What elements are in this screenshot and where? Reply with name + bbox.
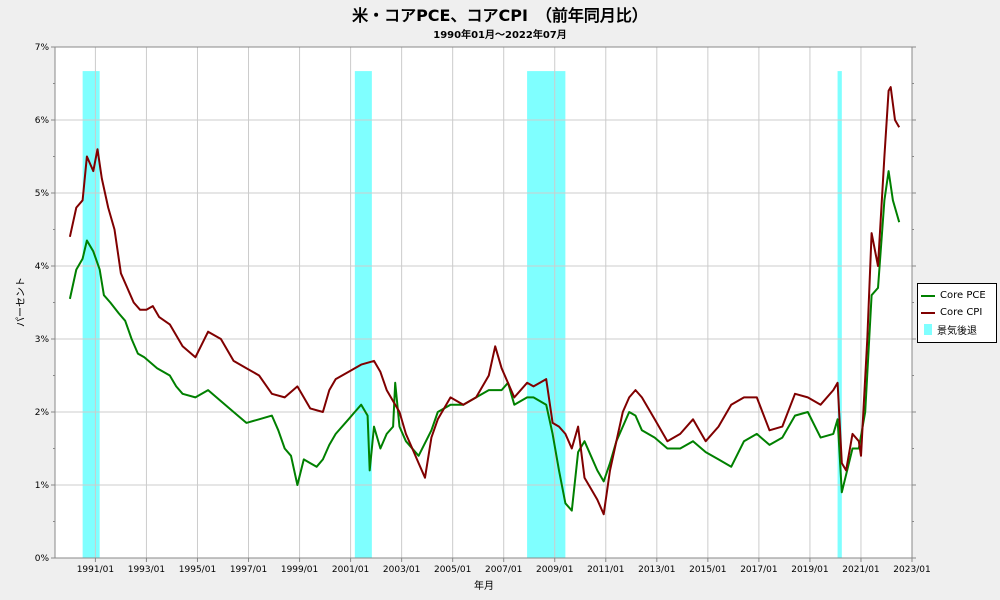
legend-item-core-cpi: Core CPI <box>921 304 993 321</box>
x-tick-label: 2001/01 <box>332 565 369 575</box>
legend-swatch-core-cpi <box>921 311 935 314</box>
chart-title: 米・コアPCE、コアCPI （前年同月比） <box>352 6 648 25</box>
y-tick-label: 7% <box>35 43 50 53</box>
legend-swatch-core-pce <box>921 294 935 297</box>
recession-band-2 <box>527 71 566 558</box>
series-lines <box>68 86 901 516</box>
legend-item-core-pce: Core PCE <box>921 287 993 304</box>
x-tick-label: 1991/01 <box>77 565 114 575</box>
y-tick-label: 0% <box>35 554 50 564</box>
x-tick-label: 1993/01 <box>128 565 165 575</box>
y-axis-ticks: 0% 1% 2% 3% 4% 5% 6% 7% <box>35 43 916 564</box>
y-tick-label: 5% <box>35 189 50 199</box>
series-line-core-cpi <box>68 86 901 516</box>
x-tick-label: 2019/01 <box>791 565 828 575</box>
x-tick-label: 2007/01 <box>485 565 522 575</box>
x-tick-label: 2011/01 <box>587 565 624 575</box>
y-tick-label: 4% <box>35 262 50 272</box>
legend-label-core-cpi: Core CPI <box>940 307 983 318</box>
x-tick-label: 2015/01 <box>689 565 726 575</box>
x-tick-label: 1995/01 <box>179 565 216 575</box>
x-axis-label: 年月 <box>474 579 494 592</box>
x-axis-ticks: 1991/01 1993/01 1995/01 1997/01 1999/01 2001/… <box>77 558 931 575</box>
x-tick-label: 2009/01 <box>536 565 573 575</box>
chart-subtitle: 1990年01月～2022年07月 <box>433 30 567 41</box>
x-tick-label: 2013/01 <box>638 565 675 575</box>
grid-lines <box>55 47 913 558</box>
y-tick-label: 1% <box>35 481 50 491</box>
legend-label-core-pce: Core PCE <box>940 290 986 301</box>
x-tick-label: 2003/01 <box>383 565 420 575</box>
x-tick-label: 2021/01 <box>842 565 879 575</box>
y-axis-label: パーセント <box>15 277 27 327</box>
recession-band-3 <box>837 71 842 558</box>
legend-label-recession: 景気後退 <box>937 326 977 337</box>
legend-swatch-recession <box>924 324 932 335</box>
x-tick-label: 1997/01 <box>230 565 267 575</box>
plot-area <box>55 47 912 558</box>
x-tick-label: 2005/01 <box>434 565 471 575</box>
legend-item-recession: 景気後退 <box>921 321 993 338</box>
x-tick-label: 2017/01 <box>740 565 777 575</box>
x-tick-label: 1999/01 <box>281 565 318 575</box>
y-tick-label: 6% <box>35 116 50 126</box>
x-tick-label: 2023/01 <box>893 565 930 575</box>
y-tick-label: 2% <box>35 408 50 418</box>
legend: Core PCE Core CPI 景気後退 <box>917 283 997 343</box>
y-tick-label: 3% <box>35 335 50 345</box>
